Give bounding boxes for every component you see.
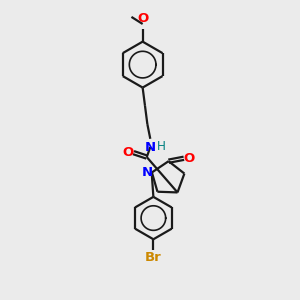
Text: Br: Br [145,251,162,264]
Text: H: H [157,140,166,153]
Text: N: N [142,166,153,179]
Text: N: N [145,141,156,154]
Text: O: O [184,152,195,165]
Text: O: O [123,146,134,159]
Text: O: O [137,12,148,26]
